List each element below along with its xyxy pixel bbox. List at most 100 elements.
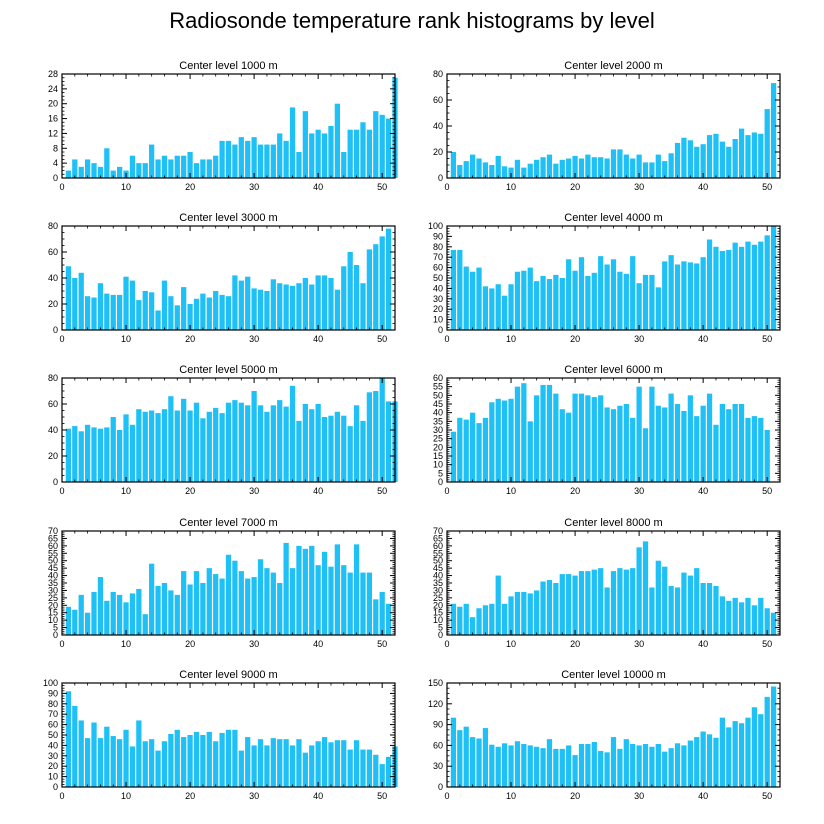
histogram-bar (502, 295, 508, 330)
histogram-bar (745, 417, 751, 482)
histogram-bar (168, 733, 174, 787)
histogram-bar (738, 404, 745, 482)
histogram-bar (694, 146, 700, 178)
y-tick-label: 10 (48, 615, 58, 625)
histogram-bar (636, 283, 642, 330)
histogram-bar (469, 154, 476, 178)
histogram-bar (270, 144, 276, 178)
histogram-bar (187, 584, 193, 635)
histogram-bar (706, 583, 713, 635)
histogram-bar (674, 743, 681, 787)
y-tick-label: 15 (48, 608, 58, 618)
y-tick-label: 60 (48, 720, 58, 730)
histogram-bar (347, 426, 353, 482)
x-tick-label: 10 (121, 486, 131, 496)
histogram-bar (457, 249, 463, 330)
histogram-bar (681, 572, 687, 635)
histogram-bar (668, 393, 674, 482)
histogram-bar (117, 739, 123, 787)
panel-title: Center level 10000 m (561, 669, 666, 681)
histogram-bar (745, 717, 751, 787)
histogram-bar (482, 286, 489, 330)
histogram-bar (385, 401, 392, 482)
histogram-bar (726, 249, 732, 330)
x-tick-label: 50 (762, 486, 772, 496)
histogram-bar (232, 144, 238, 178)
histogram-bar (257, 405, 264, 482)
histogram-bar (617, 405, 623, 482)
x-tick-label: 20 (185, 486, 195, 496)
histogram-bar (142, 614, 148, 635)
y-tick-label: 30 (433, 585, 443, 595)
histogram-bar (225, 296, 232, 330)
histogram-bar (540, 157, 546, 178)
histogram-bar (302, 404, 308, 482)
histogram-bar (559, 409, 565, 482)
histogram-bar (104, 600, 110, 635)
x-tick-label: 40 (698, 486, 708, 496)
y-tick-label: 0 (53, 325, 58, 335)
histogram-bar (495, 284, 501, 330)
histogram-bar (366, 572, 373, 635)
x-tick-label: 10 (506, 791, 516, 801)
histogram-bar (566, 259, 572, 330)
y-tick-label: 80 (48, 221, 58, 231)
histogram-bar (315, 565, 321, 635)
histogram-bar (546, 739, 553, 787)
histogram-bar (450, 152, 457, 178)
histogram-bar (65, 428, 72, 482)
histogram-bar (200, 293, 206, 330)
histogram-bar (668, 748, 674, 787)
histogram-bar (598, 256, 604, 330)
y-tick-label: 50 (48, 730, 58, 740)
histogram-bar (732, 404, 738, 482)
histogram-bar (508, 398, 514, 482)
histogram-bar (534, 281, 540, 330)
histogram-bar (129, 155, 136, 178)
histogram-bar (636, 547, 642, 635)
x-tick-label: 0 (444, 334, 449, 344)
histogram-bar (213, 155, 219, 178)
x-tick-label: 20 (570, 334, 580, 344)
histogram-bar (334, 411, 340, 482)
histogram-bar (213, 407, 219, 482)
histogram-bar (758, 597, 764, 635)
histogram-bar (642, 274, 649, 330)
histogram-bar (219, 140, 225, 178)
histogram-bar (681, 137, 687, 178)
histogram-bar (385, 118, 392, 178)
y-tick-label: 20 (433, 600, 443, 610)
histogram-bar (91, 427, 97, 482)
histogram-bar (347, 129, 353, 178)
histogram-bar (149, 410, 155, 482)
histogram-bar (495, 746, 501, 787)
histogram-bar (379, 114, 385, 178)
y-tick-label: 60 (433, 95, 443, 105)
histogram-bar (213, 574, 219, 635)
y-tick-label: 60 (433, 263, 443, 273)
histogram-bar (353, 544, 360, 635)
histogram-bar (623, 154, 629, 178)
y-tick-label: 5 (53, 623, 58, 633)
y-tick-label: 35 (433, 578, 443, 588)
histogram-bar (566, 574, 572, 635)
histogram-bar (514, 271, 521, 330)
x-tick-label: 30 (249, 334, 259, 344)
histogram-bar (732, 597, 738, 635)
histogram-bar (598, 568, 604, 635)
histogram-bar (553, 583, 559, 635)
histogram-bar (713, 585, 719, 635)
y-tick-label: 20 (48, 600, 58, 610)
histogram-bar (585, 571, 591, 635)
histogram-bar (104, 726, 110, 787)
y-tick-label: 80 (48, 699, 58, 709)
histogram-bar (726, 600, 732, 635)
histogram-bar (469, 271, 476, 330)
histogram-bar (527, 745, 533, 787)
x-tick-label: 40 (313, 791, 323, 801)
histogram-bar (694, 737, 700, 787)
histogram-bar (534, 590, 540, 635)
histogram-bar (527, 163, 533, 178)
histogram-panel-4: Center level 4000 m0 10 20 30 40 500102030405… (428, 212, 781, 344)
y-tick-label: 25 (433, 593, 443, 603)
